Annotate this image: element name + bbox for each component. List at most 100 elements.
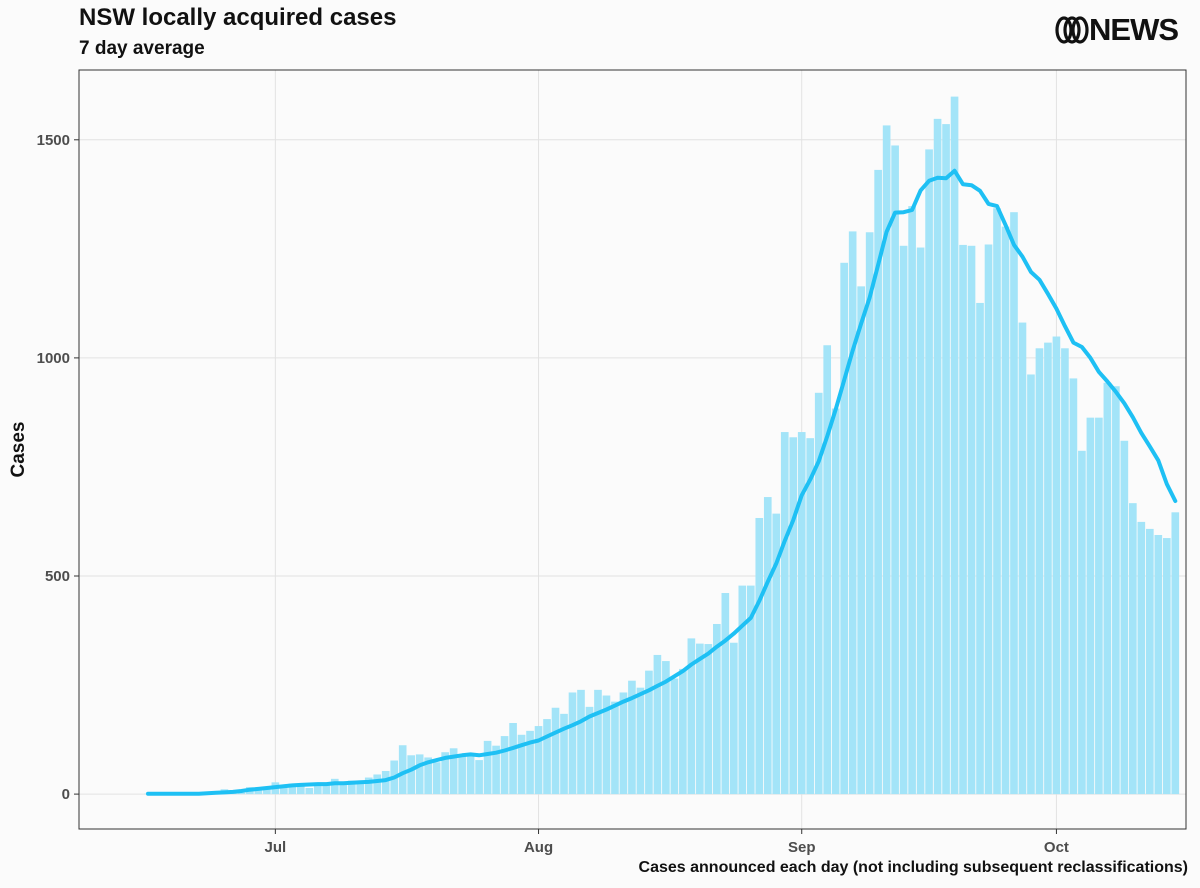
bar — [560, 713, 568, 795]
bar — [594, 689, 602, 795]
bar — [721, 593, 730, 795]
bar — [713, 623, 721, 795]
bar — [1010, 212, 1018, 795]
bar — [865, 232, 874, 795]
bar — [1129, 503, 1137, 795]
y-tick-label: 0 — [62, 786, 70, 803]
bar — [577, 689, 585, 795]
bar — [984, 244, 993, 795]
bar — [1120, 440, 1129, 795]
bar — [322, 785, 331, 795]
bar — [789, 437, 798, 795]
bar — [704, 644, 713, 795]
bar — [500, 736, 509, 795]
bar — [848, 231, 857, 795]
bar — [619, 692, 628, 795]
bar — [263, 787, 271, 795]
bar — [313, 785, 322, 795]
bar — [840, 262, 849, 795]
bar — [407, 755, 416, 795]
y-tick-label: 1500 — [37, 132, 70, 149]
bar — [1027, 374, 1035, 795]
abc-logo-icon — [1055, 16, 1089, 44]
bar — [967, 245, 976, 795]
bar — [636, 687, 645, 795]
bar — [398, 745, 407, 795]
bar — [1154, 534, 1163, 795]
bar — [1145, 528, 1154, 795]
bar — [356, 781, 365, 795]
bar — [424, 757, 432, 795]
bar — [628, 680, 636, 795]
bar — [899, 245, 908, 795]
bar — [509, 723, 517, 795]
bar — [908, 206, 916, 795]
bar — [1069, 378, 1078, 795]
bar — [959, 244, 967, 795]
bar — [475, 760, 483, 795]
bar — [526, 730, 534, 795]
bar — [296, 783, 305, 795]
bar — [797, 432, 806, 795]
logo-wordmark: NEWS — [1089, 12, 1179, 47]
chart-title: NSW locally acquired cases — [79, 4, 397, 31]
bar — [1162, 538, 1171, 795]
bar — [696, 643, 704, 795]
bar — [483, 740, 492, 795]
bar — [763, 497, 772, 795]
bar — [458, 754, 466, 795]
bar — [687, 638, 696, 795]
bar — [933, 118, 942, 795]
y-tick-label: 500 — [45, 568, 70, 585]
bar — [237, 792, 246, 795]
bar — [993, 208, 1001, 795]
bar — [925, 149, 933, 795]
bar — [1035, 348, 1044, 795]
bar — [602, 695, 611, 795]
bar — [1112, 386, 1120, 795]
bar — [543, 719, 551, 795]
x-tick-label: Sep — [788, 839, 816, 856]
bar — [1018, 322, 1027, 795]
bar — [1078, 450, 1086, 795]
bar — [305, 787, 314, 795]
bar — [772, 513, 781, 795]
bar — [288, 783, 297, 795]
y-axis-title: Cases — [8, 422, 29, 478]
bar — [466, 755, 475, 795]
bar — [976, 302, 984, 795]
average-line — [146, 168, 1178, 796]
bar — [432, 762, 441, 795]
bar — [339, 783, 348, 795]
bar — [330, 778, 339, 795]
panel-border — [78, 69, 1187, 830]
bar — [1044, 342, 1052, 795]
bar — [568, 692, 577, 795]
bar — [679, 668, 687, 795]
bar — [738, 585, 747, 795]
bar — [755, 517, 764, 795]
bar — [364, 777, 373, 795]
chart-subtitle: 7 day average — [79, 38, 205, 59]
bar — [534, 726, 543, 795]
bar — [942, 124, 950, 795]
bar — [551, 707, 560, 795]
bar — [916, 247, 925, 795]
bar — [746, 585, 755, 795]
bar — [1061, 348, 1069, 795]
bar — [1086, 417, 1095, 795]
bar — [806, 438, 815, 795]
bar — [373, 774, 382, 795]
bar — [950, 96, 959, 795]
bar — [1052, 336, 1061, 795]
bar — [662, 661, 670, 795]
bar — [449, 748, 458, 795]
bar — [874, 169, 882, 795]
bar — [585, 706, 594, 795]
bar — [891, 145, 899, 795]
bar — [611, 701, 619, 795]
bar — [814, 392, 823, 795]
bar — [492, 745, 500, 795]
bar — [729, 642, 738, 795]
